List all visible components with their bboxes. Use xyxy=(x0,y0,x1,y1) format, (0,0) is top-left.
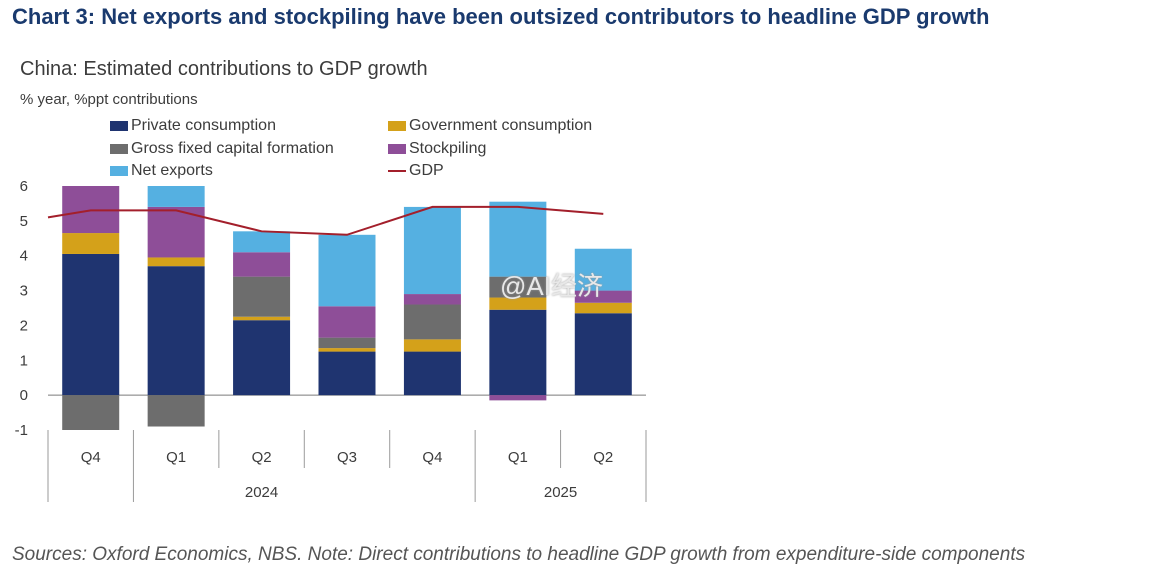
bar-segment-gross-fixed-capital-formation xyxy=(233,276,291,317)
y-tick-label: 3 xyxy=(20,283,28,300)
y-tick-label: 1 xyxy=(20,352,28,369)
bar-segment-government-consumption xyxy=(403,339,461,352)
bar-segment-stockpiling xyxy=(574,290,632,303)
legend-label: Stockpiling xyxy=(409,140,487,157)
bar-segment-private-consumption xyxy=(147,266,205,396)
chart-title: China: Estimated contributions to GDP gr… xyxy=(20,58,428,80)
legend-swatch xyxy=(110,121,128,131)
bar-segment-private-consumption xyxy=(403,351,461,396)
bar-segment-net-exports xyxy=(233,231,291,253)
source-note: Sources: Oxford Economics, NBS. Note: Di… xyxy=(12,544,1026,565)
legend-government-consumption: Government consumption xyxy=(388,116,592,136)
bar-segment-net-exports xyxy=(318,234,376,307)
x-tick-label: Q3 xyxy=(337,449,357,466)
y-tick-label: 5 xyxy=(20,213,28,230)
y-tick-label: 0 xyxy=(20,387,28,404)
bar-segment-gross-fixed-capital-formation xyxy=(62,395,120,430)
legend-label: Net exports xyxy=(131,162,213,179)
x-tick-label: Q1 xyxy=(508,449,528,466)
y-axis-label: % year, %ppt contributions xyxy=(20,91,198,108)
bar-segment-government-consumption xyxy=(489,297,547,310)
legend-label: GDP xyxy=(409,162,444,179)
bar-segment-government-consumption xyxy=(574,302,632,314)
bar-segment-net-exports xyxy=(403,206,461,295)
x-tick-label: Q1 xyxy=(166,449,186,466)
legend-gross-fixed-capital-formation: Gross fixed capital formation xyxy=(110,139,334,159)
x-group-label: 2025 xyxy=(544,484,577,501)
legend-label: Private consumption xyxy=(131,117,276,134)
bar-segment-government-consumption xyxy=(318,348,376,352)
bar-segment-net-exports xyxy=(489,201,547,277)
y-tick-label: -1 xyxy=(15,422,28,439)
bar-segment-gross-fixed-capital-formation xyxy=(403,304,461,340)
legend-net-exports: Net exports xyxy=(110,161,213,181)
bar-segment-gross-fixed-capital-formation xyxy=(489,276,547,298)
legend-gdp: GDP xyxy=(388,161,444,181)
bar-segment-private-consumption xyxy=(489,309,547,396)
chart-headline: Chart 3: Net exports and stockpiling hav… xyxy=(12,4,990,29)
bar-segment-gross-fixed-capital-formation xyxy=(318,337,376,349)
legend-swatch xyxy=(110,166,128,176)
bar-segment-government-consumption xyxy=(62,233,120,254)
legend-swatch xyxy=(110,144,128,154)
legend-line-swatch xyxy=(388,170,406,172)
watermark: @AI经济 xyxy=(500,271,603,301)
bar-segment-private-consumption xyxy=(233,320,291,396)
legend-stockpiling: Stockpiling xyxy=(388,139,486,159)
y-tick-label: 4 xyxy=(20,248,28,265)
x-tick-label: Q2 xyxy=(593,449,613,466)
legend-label: Gross fixed capital formation xyxy=(131,140,334,157)
bar-segment-net-exports xyxy=(574,248,632,291)
y-tick-label: 6 xyxy=(20,178,28,195)
bar-segment-net-exports xyxy=(147,186,205,207)
bar-segment-stockpiling xyxy=(318,306,376,338)
x-tick-label: Q4 xyxy=(422,449,442,466)
legend-swatch xyxy=(388,121,406,131)
gdp-line xyxy=(47,205,604,236)
x-tick-label: Q4 xyxy=(81,449,101,466)
x-tick-label: Q2 xyxy=(252,449,272,466)
legend-swatch xyxy=(388,144,406,154)
y-tick-label: 2 xyxy=(20,317,28,334)
bar-segment-government-consumption xyxy=(147,257,205,267)
legend-private-consumption: Private consumption xyxy=(110,116,276,136)
bar-segment-government-consumption xyxy=(233,316,291,321)
bar-segment-private-consumption xyxy=(62,253,120,396)
bar-segment-stockpiling xyxy=(403,294,461,305)
x-group-label: 2024 xyxy=(245,484,278,501)
bar-segment-private-consumption xyxy=(318,351,376,396)
bar-segment-stockpiling xyxy=(489,395,547,401)
legend-label: Government consumption xyxy=(409,117,593,134)
bar-segment-gross-fixed-capital-formation xyxy=(147,395,205,427)
bar-segment-private-consumption xyxy=(574,313,632,396)
bar-segment-stockpiling xyxy=(233,252,291,277)
